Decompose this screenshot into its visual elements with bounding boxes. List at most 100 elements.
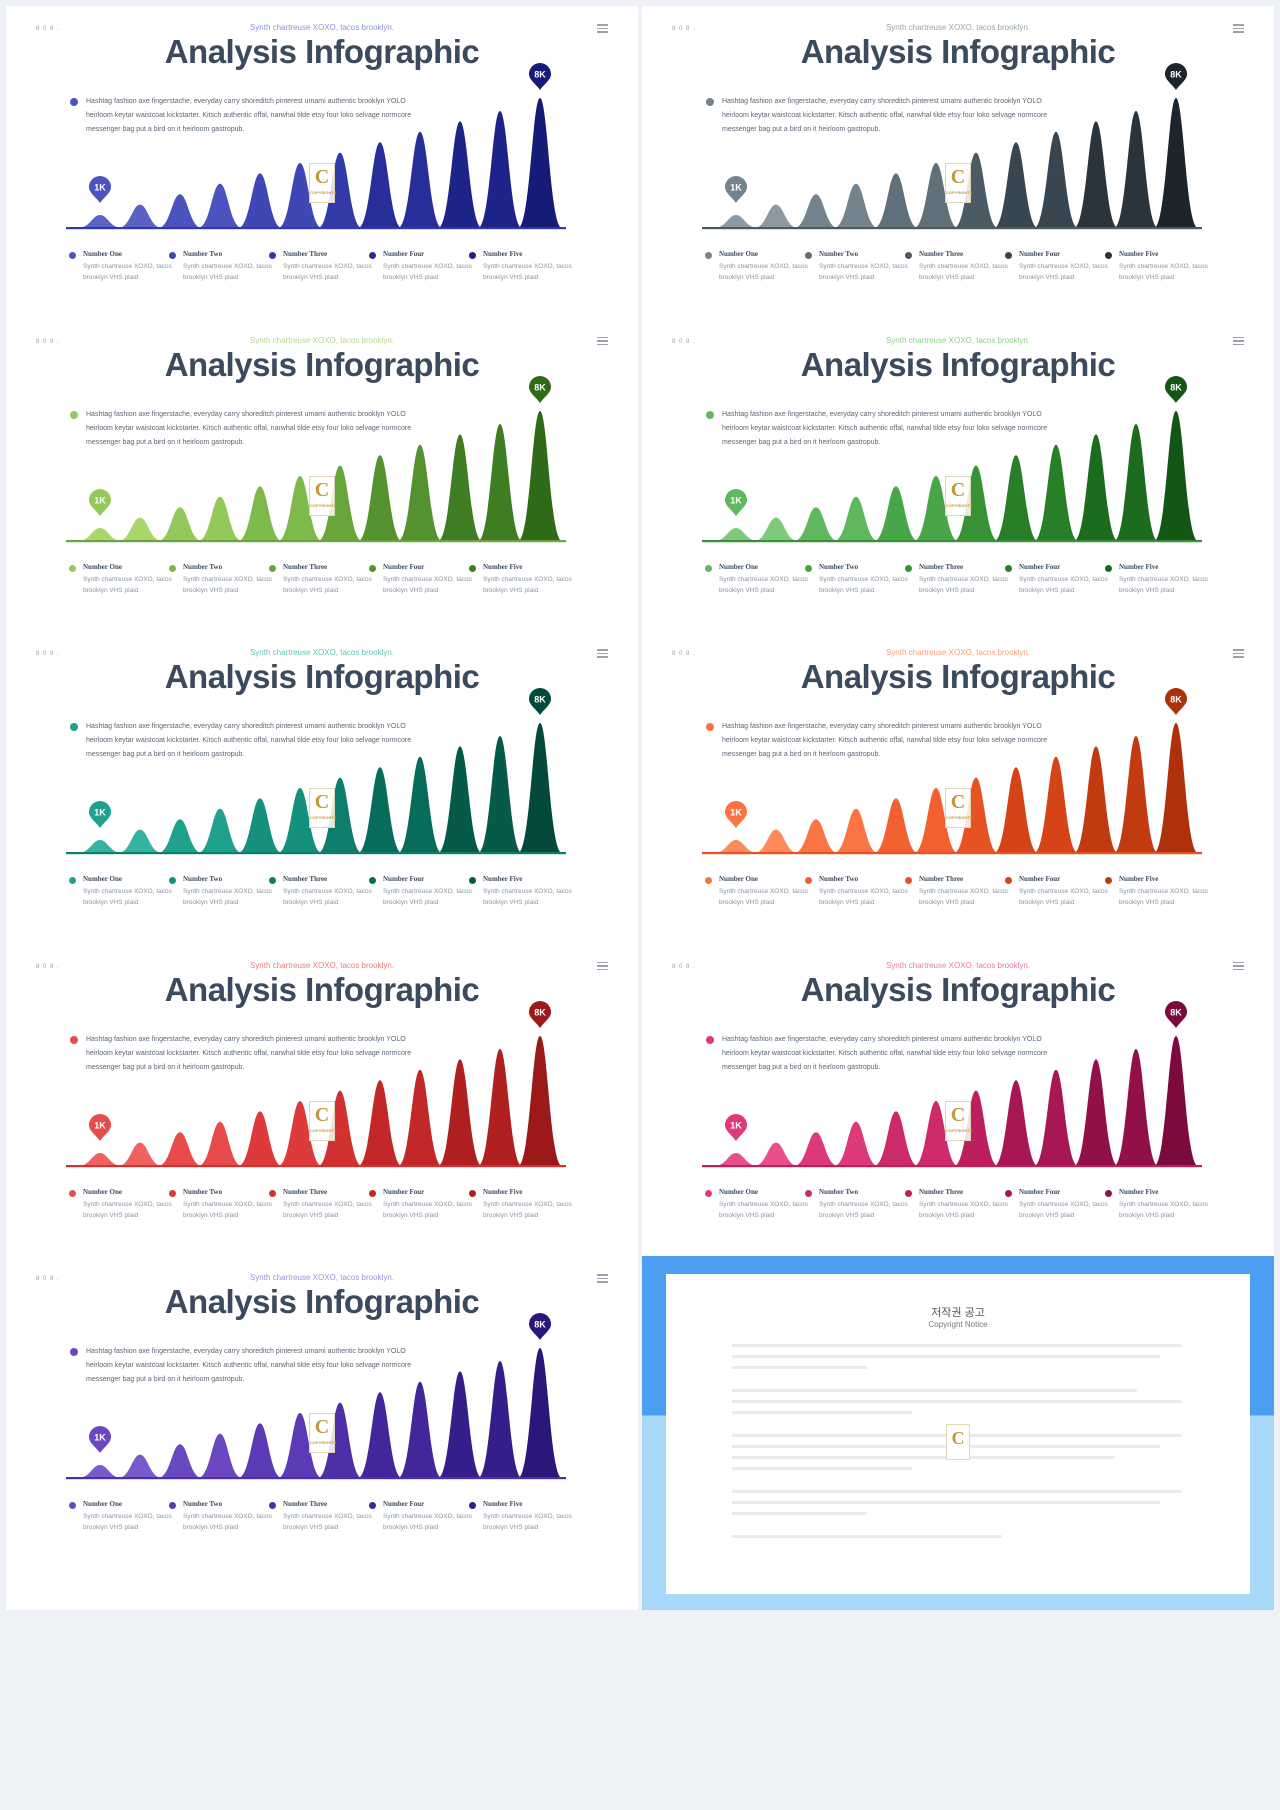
peak-7 <box>318 152 362 228</box>
peak-9 <box>398 1381 442 1478</box>
legend-dot <box>705 1189 712 1197</box>
peak-6 <box>914 475 958 541</box>
peak-5 <box>874 798 918 853</box>
legend-dot <box>805 1189 812 1197</box>
legend-name: Number Four <box>383 1187 425 1196</box>
pin-8k: 8K <box>1165 375 1187 403</box>
legend-desc: Synth chartreuse XOXO, tacos brooklyn VH… <box>1019 263 1108 281</box>
page-number: 8 0 8 . <box>36 963 60 970</box>
peak-11 <box>478 1048 522 1166</box>
legend-dot <box>169 252 176 259</box>
menu-icon[interactable] <box>597 1274 608 1285</box>
copyright-logo: C COPYRIGHTS <box>945 475 972 516</box>
legend-desc: Synth chartreuse XOXO, tacos brooklyn VH… <box>383 263 472 281</box>
pin-1k-label: 1K <box>94 495 106 505</box>
peak-3 <box>794 506 838 541</box>
peak-5 <box>874 173 918 228</box>
legend-name: Number One <box>83 250 122 258</box>
peak-chart: 1K 8K <box>702 63 1202 230</box>
peak-4 <box>198 496 242 541</box>
peak-12 <box>518 1035 562 1166</box>
peak-8 <box>994 142 1038 228</box>
legend-desc: Synth chartreuse XOXO, tacos brooklyn VH… <box>83 575 172 594</box>
pin-1k-label: 1K <box>730 183 742 193</box>
description-text: Hashtag fashion axe fingerstache, everyd… <box>722 1035 1048 1071</box>
menu-icon[interactable] <box>597 336 608 348</box>
legend-desc: Synth chartreuse XOXO, tacos brooklyn VH… <box>383 888 472 906</box>
menu-icon[interactable] <box>1233 336 1244 348</box>
pin-1k: 1K <box>725 800 747 828</box>
legend-desc: Synth chartreuse XOXO, tacos brooklyn VH… <box>1019 1200 1108 1219</box>
chart-baseline <box>702 227 1202 230</box>
peak-2 <box>754 517 798 541</box>
pin-1k-label: 1K <box>94 183 106 193</box>
legend: Number One Synth chartreuse XOXO, tacos b… <box>69 250 589 290</box>
slide-title: Analysis Infographic <box>164 970 480 1008</box>
slide-title: Analysis Infographic <box>800 33 1116 70</box>
legend-name: Number One <box>719 1187 758 1196</box>
peak-4 <box>198 183 242 228</box>
legend-desc: Synth chartreuse XOXO, tacos brooklyn VH… <box>1019 888 1108 906</box>
menu-icon[interactable] <box>597 24 608 35</box>
slide-subtitle: Synth chartreuse XOXO, tacos brooklyn. <box>249 1273 395 1282</box>
legend-desc: Synth chartreuse XOXO, tacos brooklyn VH… <box>1119 1200 1208 1219</box>
page-number: 8 0 8 . <box>672 651 696 657</box>
peak-6 <box>278 1413 322 1478</box>
legend-dot <box>805 877 812 884</box>
legend-dot <box>1005 1189 1012 1197</box>
legend-desc: Synth chartreuse XOXO, tacos brooklyn VH… <box>719 575 808 594</box>
legend-name: Number Five <box>1119 1187 1159 1196</box>
peak-6 <box>278 788 322 853</box>
menu-icon[interactable] <box>1233 961 1244 973</box>
peak-10 <box>438 121 482 228</box>
legend-dot <box>169 877 176 884</box>
slide-title: Analysis Infographic <box>800 970 1116 1008</box>
slide-9: 8 0 8 . Synth chartreuse XOXO, tacos broo… <box>6 1256 638 1610</box>
bullet-dot <box>706 1035 714 1044</box>
peak-7 <box>318 777 362 853</box>
slide-subtitle: Synth chartreuse XOXO, tacos brooklyn. <box>885 335 1031 345</box>
legend-dot <box>705 252 712 259</box>
pin-1k: 1K <box>725 1113 747 1141</box>
legend-dot <box>1105 252 1112 259</box>
peak-10 <box>1074 746 1118 853</box>
peak-chart: 1K 8K <box>66 63 566 230</box>
legend-name: Number Five <box>1119 250 1159 258</box>
peak-4 <box>198 1433 242 1478</box>
peak-7 <box>318 1402 362 1478</box>
bullet-dot <box>70 723 78 731</box>
legend-dot <box>69 1502 76 1509</box>
menu-icon[interactable] <box>1233 24 1244 35</box>
legend-name: Number Two <box>819 875 859 883</box>
legend-desc: Synth chartreuse XOXO, tacos brooklyn VH… <box>183 263 272 281</box>
legend-desc: Synth chartreuse XOXO, tacos brooklyn VH… <box>83 888 172 906</box>
slide-5: 8 0 8 . Synth chartreuse XOXO, tacos broo… <box>6 631 638 985</box>
slide-subtitle: Synth chartreuse XOXO, tacos brooklyn. <box>249 960 395 970</box>
menu-icon[interactable] <box>597 961 608 973</box>
pin-8k: 8K <box>529 1313 551 1340</box>
legend-name: Number Two <box>183 875 223 883</box>
slide-title: Analysis Infographic <box>800 658 1116 695</box>
legend-name: Number Three <box>919 1187 964 1196</box>
peak-12 <box>1154 1035 1198 1166</box>
legend-dot <box>269 1189 276 1197</box>
pin-8k-label: 8K <box>1170 695 1182 705</box>
legend-dot <box>369 1189 376 1197</box>
notice-card: 저작권 공고 Copyright Notice C <box>666 1274 1250 1594</box>
peak-5 <box>874 485 918 541</box>
pin-8k-label: 8K <box>1170 382 1182 392</box>
peak-10 <box>438 433 482 541</box>
peak-8 <box>358 142 402 228</box>
legend-dot <box>69 252 76 259</box>
menu-icon[interactable] <box>1233 649 1244 660</box>
peak-chart: 1K 8K <box>66 375 566 542</box>
slide-title: Analysis Infographic <box>164 658 480 695</box>
peak-3 <box>158 194 202 228</box>
legend-desc: Synth chartreuse XOXO, tacos brooklyn VH… <box>483 888 572 906</box>
chart-baseline <box>66 1164 566 1167</box>
bullet-dot <box>70 1348 78 1356</box>
legend-dot <box>269 252 276 259</box>
notice-title: 저작권 공고 <box>931 1307 985 1319</box>
menu-icon[interactable] <box>597 649 608 660</box>
legend-desc: Synth chartreuse XOXO, tacos brooklyn VH… <box>819 888 908 906</box>
